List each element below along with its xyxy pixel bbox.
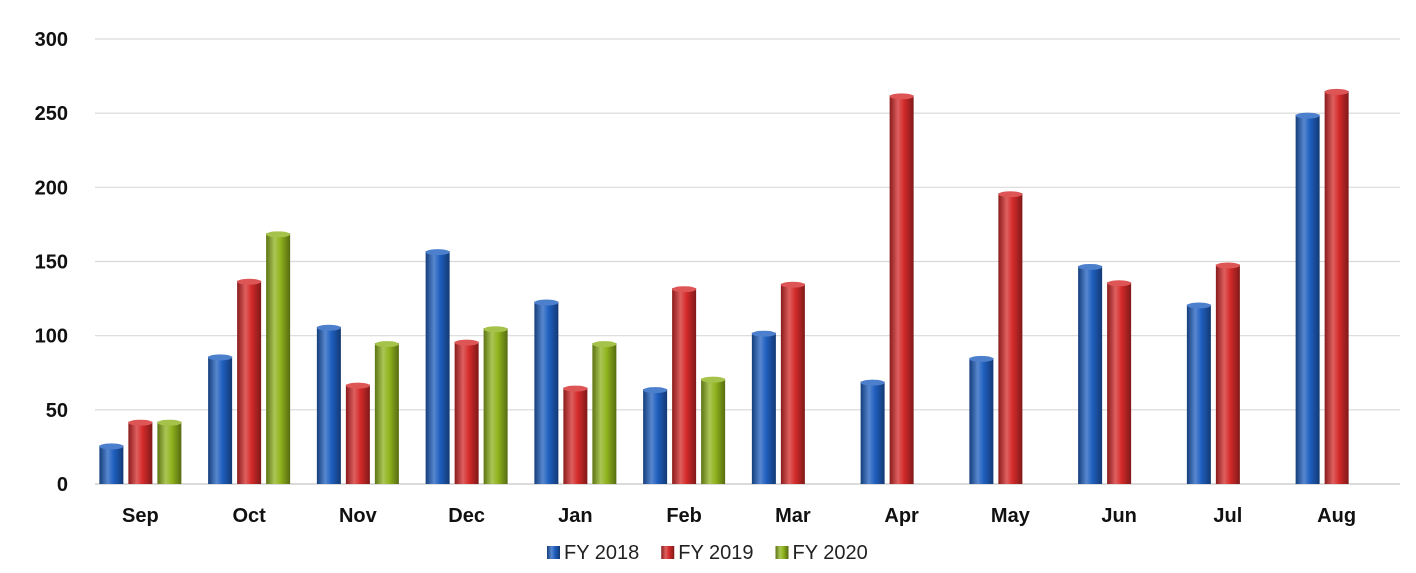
bar-cap — [1186, 302, 1211, 309]
x-tick-label: Sep — [122, 505, 159, 527]
bar-cap — [643, 387, 668, 394]
bar-cap — [998, 191, 1023, 198]
x-tick-label: Dec — [448, 505, 485, 527]
bar-cap — [454, 339, 479, 346]
bar-fy-2019-jun — [1107, 282, 1132, 484]
bar-fy-2018-mar — [751, 332, 776, 484]
legend-label: FY 2018 — [564, 542, 639, 564]
bar-cap — [889, 93, 914, 100]
bar-fy-2019-may — [998, 193, 1023, 484]
bar-cap — [1295, 112, 1320, 119]
x-tick-label: Feb — [666, 505, 702, 527]
bar-cap — [374, 341, 399, 348]
bar-fy-2019-feb — [672, 288, 697, 484]
bar-fy-2020-feb — [701, 378, 726, 484]
bar-cap — [751, 330, 776, 337]
bar-fy-2018-oct — [208, 356, 233, 484]
legend-label: FY 2020 — [793, 542, 868, 564]
bar-fy-2020-sep — [157, 421, 182, 484]
bar-fy-2020-oct — [266, 233, 291, 484]
bar-fy-2018-jun — [1078, 265, 1103, 484]
bar-cap — [483, 326, 508, 333]
bar-fy-2019-sep — [128, 421, 153, 484]
bar-fy-2020-nov — [374, 343, 399, 484]
bar-cap — [208, 354, 233, 361]
bar-cap — [128, 419, 153, 426]
x-tick-label: Nov — [339, 505, 378, 527]
bar-fy-2019-aug — [1324, 90, 1349, 485]
y-axis-ticks: 0 50 100 150 200 250 300 — [35, 29, 68, 496]
bar-fy-2019-mar — [780, 283, 805, 484]
bar-cap — [316, 324, 341, 331]
bar-fy-2019-jan — [563, 387, 588, 484]
bar-fy-2019-apr — [889, 95, 914, 484]
bar-fy-2018-aug — [1295, 114, 1320, 485]
x-tick-label: Apr — [884, 505, 919, 527]
bar-cap — [1215, 262, 1240, 269]
x-tick-label: Jun — [1101, 505, 1137, 527]
y-tick-label: 200 — [35, 177, 68, 199]
bar-cap — [425, 249, 450, 256]
bar-cap — [1324, 88, 1349, 95]
bar-cap — [592, 341, 617, 348]
y-tick-label: 100 — [35, 326, 68, 348]
bar-cap — [237, 278, 262, 285]
bar-fy-2018-sep — [99, 445, 124, 484]
bar-cap — [266, 231, 291, 238]
legend: FY 2018 FY 2019 FY 2020 — [547, 542, 868, 564]
bar-fy-2019-oct — [237, 280, 262, 484]
x-tick-label: Jan — [558, 505, 592, 527]
bar-cap — [157, 419, 182, 426]
grid-lines — [95, 38, 1400, 485]
legend-swatch — [775, 546, 789, 559]
bar-cap — [701, 376, 726, 383]
bar-fy-2018-apr — [860, 381, 885, 484]
bar-cap — [345, 382, 370, 389]
y-tick-label: 0 — [57, 474, 68, 496]
bar-cap — [672, 286, 697, 293]
bar-fy-2018-may — [969, 357, 994, 484]
y-tick-label: 150 — [35, 252, 68, 274]
bar-cap — [563, 385, 588, 392]
bar-cap — [534, 299, 559, 306]
x-tick-label: Oct — [232, 505, 266, 527]
bar-cap — [1078, 263, 1103, 270]
bar-cap — [99, 443, 124, 450]
y-tick-label: 250 — [35, 103, 68, 125]
bar-fy-2020-jan — [592, 343, 617, 484]
bar-fy-2019-dec — [454, 341, 479, 484]
bar-fy-2019-nov — [345, 384, 370, 484]
bar-fy-2018-feb — [643, 389, 668, 484]
legend-swatch — [661, 546, 675, 559]
bar-fy-2018-jul — [1186, 304, 1211, 484]
x-axis-ticks: Sep Oct Nov Dec Jan Feb Mar Apr May Jun Jul Aug — [122, 505, 1356, 527]
bars — [99, 88, 1349, 485]
bar-cap — [860, 379, 885, 386]
x-tick-label: Mar — [775, 505, 811, 527]
bar-cap — [780, 281, 805, 288]
bar-fy-2018-dec — [425, 251, 450, 484]
bar-fy-2018-nov — [316, 326, 341, 484]
legend-label: FY 2019 — [678, 542, 753, 564]
y-tick-label: 300 — [35, 29, 68, 51]
x-tick-label: Aug — [1317, 505, 1356, 527]
bar-fy-2018-jan — [534, 301, 559, 484]
legend-swatch — [547, 546, 560, 559]
bar-fy-2020-dec — [483, 328, 508, 484]
bar-cap — [969, 355, 994, 362]
x-tick-label: May — [991, 505, 1031, 527]
x-tick-label: Jul — [1213, 505, 1242, 527]
bar-fy-2019-jul — [1215, 264, 1240, 484]
y-tick-label: 50 — [46, 400, 68, 422]
bar-cap — [1107, 280, 1132, 287]
